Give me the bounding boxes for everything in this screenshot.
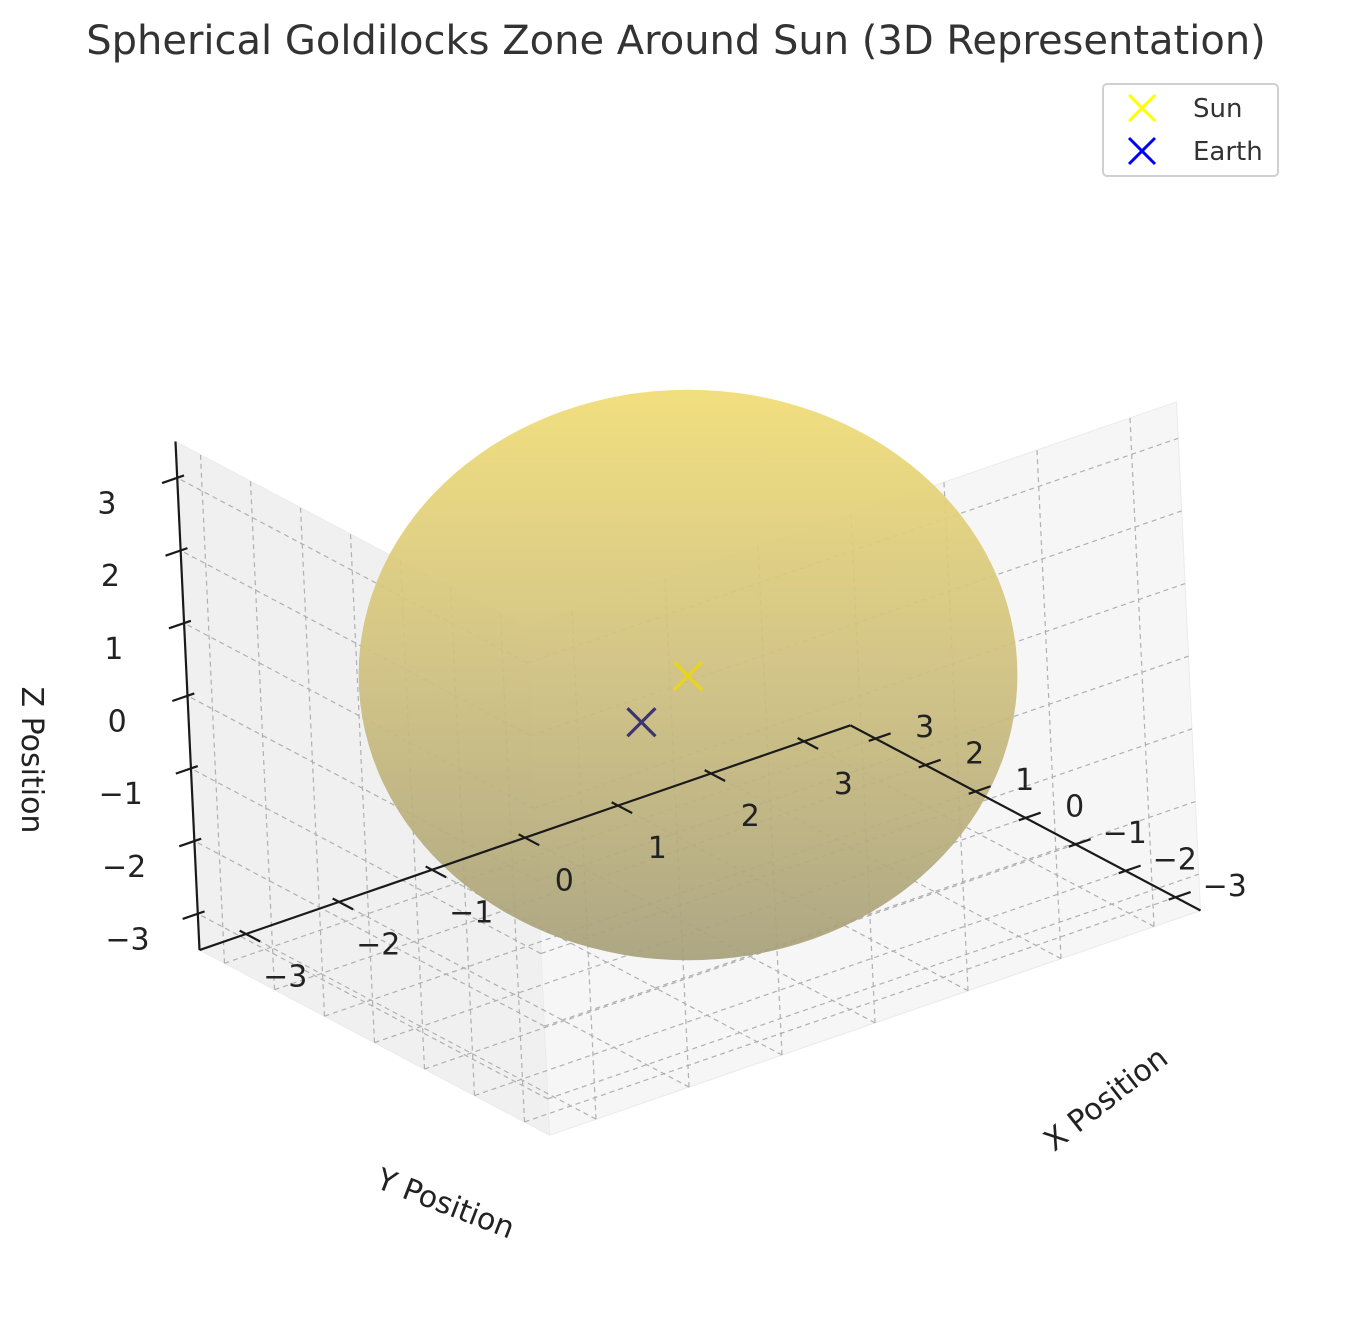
x-tick — [1168, 891, 1191, 901]
z-tick — [175, 765, 199, 775]
x-tick-label: −2 — [1153, 842, 1197, 877]
gridline-z — [197, 913, 549, 1100]
z-tick-label: −2 — [102, 850, 146, 885]
z-tick — [165, 547, 188, 557]
x-axis-label: X Position — [1037, 1041, 1174, 1159]
gridline-y — [245, 933, 597, 1120]
gridline-x — [249, 481, 276, 990]
x-tick-label: 0 — [1065, 790, 1084, 825]
x-tick-label: 1 — [1015, 763, 1034, 798]
gridline-x — [424, 843, 1076, 1070]
y-tick — [425, 865, 447, 879]
point-marker-stroke — [626, 707, 657, 738]
gridline-x — [199, 454, 226, 964]
gridline-y — [710, 772, 1062, 960]
y-tick-label: −1 — [449, 895, 493, 930]
y-tick — [239, 929, 261, 943]
z-tick-label: −1 — [99, 777, 143, 812]
gridline-y — [803, 740, 1155, 928]
y-tick-label: 0 — [555, 863, 574, 898]
x-tick — [918, 758, 941, 769]
y-tick-label: 3 — [834, 767, 853, 802]
z-tick-label: 0 — [108, 705, 127, 740]
y-tick — [332, 897, 354, 911]
y-tick — [611, 801, 633, 815]
z-tick-label: −3 — [105, 922, 149, 957]
z-tick-label: 1 — [104, 632, 123, 667]
legend-box — [1102, 83, 1279, 177]
gridline-z — [194, 840, 545, 1027]
point-marker-stroke — [672, 660, 704, 692]
y-tick — [704, 769, 726, 782]
x-tick-label: 2 — [965, 737, 984, 772]
x-tick — [1068, 838, 1091, 848]
y-axis-label: Y Position — [371, 1162, 520, 1247]
y-tick-label: −2 — [356, 928, 400, 963]
gridline-z — [547, 873, 1199, 1100]
x-tick — [868, 732, 891, 742]
z-tick — [161, 474, 185, 485]
z-axis-label: Z Position — [14, 687, 49, 834]
legend-marker-sun — [1127, 93, 1157, 123]
y-tick-label: 2 — [741, 799, 760, 834]
z-tick-label: 2 — [101, 559, 120, 594]
x-tick-label: −1 — [1103, 816, 1147, 851]
x-tick — [1018, 811, 1041, 822]
legend: Sun Earth — [1102, 83, 1279, 177]
gridline-z — [544, 800, 1196, 1027]
y-tick-label: −3 — [263, 960, 307, 995]
x-tick-label: −3 — [1203, 869, 1247, 904]
z-tick — [178, 837, 202, 848]
y-tick-label: 1 — [648, 831, 667, 866]
gridline-y — [431, 869, 783, 1056]
z-tick — [168, 619, 192, 630]
gridline-y — [338, 901, 690, 1088]
gridline-z — [190, 767, 542, 955]
data-points — [626, 660, 704, 738]
point-earth — [626, 707, 657, 738]
legend-label-earth: Earth — [1193, 137, 1263, 167]
legend-label-sun: Sun — [1193, 94, 1242, 124]
x-tick — [1118, 864, 1141, 875]
x-tick — [968, 785, 991, 795]
y-tick — [518, 833, 540, 847]
z-tick — [182, 910, 205, 920]
x-tick-label: 3 — [915, 710, 934, 745]
point-sun — [672, 660, 704, 692]
gridline-y — [617, 805, 969, 992]
z-tick — [172, 692, 195, 703]
legend-marker-earth — [1127, 136, 1157, 166]
chart-title: Spherical Goldilocks Zone Around Sun (3D… — [86, 18, 1266, 64]
axes — [161, 441, 1202, 952]
z-tick-label: 3 — [97, 487, 116, 522]
gridline-x — [349, 534, 376, 1043]
y-tick — [797, 737, 819, 750]
gridline-y — [524, 837, 876, 1024]
